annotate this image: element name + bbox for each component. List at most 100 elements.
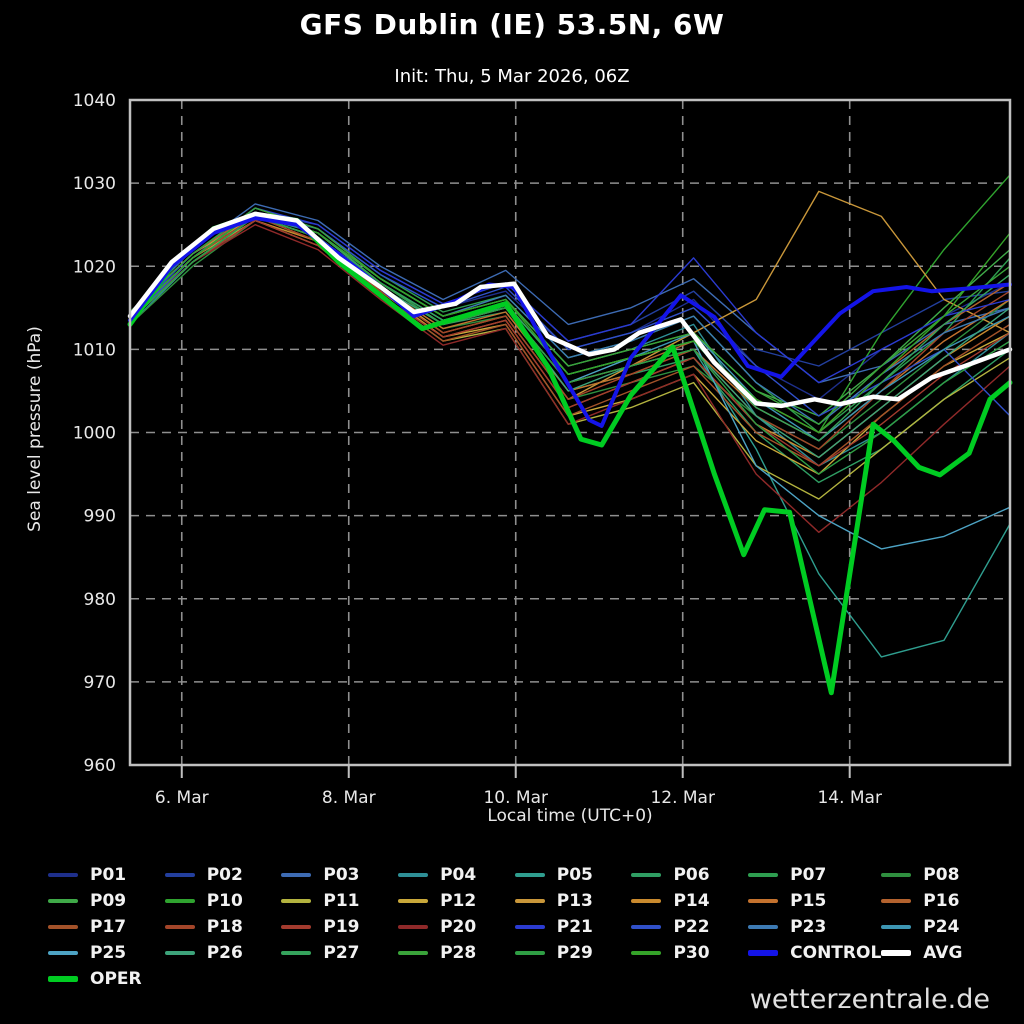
y-tick-label: 1000 [73,424,116,444]
legend-label: P06 [673,865,710,885]
legend-label: P07 [790,865,827,885]
legend-label: P01 [90,865,127,885]
legend-swatch-p14 [631,899,662,903]
legend-label: P14 [673,891,710,911]
series-oper [127,212,1013,696]
legend-item-p22: P22 [631,917,748,937]
legend-item-p11: P11 [281,891,398,911]
legend-label: P03 [323,865,360,885]
legend-swatch-p19 [281,925,312,929]
legend-item-p04: P04 [398,865,515,885]
legend-label: P22 [673,917,710,937]
legend-item-avg: AVG [881,943,998,963]
y-tick-label: 990 [84,507,116,527]
legend-label: P28 [440,943,477,963]
legend-label: P30 [673,943,710,963]
legend-swatch-p25 [48,951,78,955]
x-tick-label: 14. Mar [817,788,882,808]
legend-label: P27 [323,943,360,963]
legend-swatch-p12 [398,899,429,903]
x-tick-label: 10. Mar [483,788,548,808]
legend-item-p20: P20 [398,917,515,937]
series-p21 [129,207,1011,384]
x-tick-label: 8. Mar [322,788,376,808]
legend-label: P24 [923,917,960,937]
y-tick-label: 1020 [73,257,116,277]
legend-item-p13: P13 [514,891,632,911]
legend-item-p27: P27 [281,943,398,963]
legend-swatch-p16 [881,899,912,903]
legend-item-p01: P01 [48,865,165,885]
legend-item-p29: P29 [514,943,632,963]
legend-label: P02 [206,865,243,885]
legend-label: P15 [790,891,827,911]
legend-label: P19 [323,917,360,937]
legend-item-p26: P26 [164,943,282,963]
legend-item-p18: P18 [164,917,282,937]
y-tick-label: 960 [84,756,116,776]
legend-swatch-p30 [631,951,662,955]
legend-item-p30: P30 [631,943,748,963]
legend-label: P04 [440,865,477,885]
legend-item-p25: P25 [48,943,165,963]
legend-label: P13 [556,891,593,911]
legend-item-control: CONTROL [748,943,881,963]
legend-swatch-p04 [398,873,429,877]
legend-swatch-p05 [514,873,545,877]
legend-item-p15: P15 [748,891,881,911]
series-p18 [129,215,1011,450]
legend-label: P11 [323,891,360,911]
legend-swatch-control [748,950,779,956]
y-tick-label: 970 [84,673,116,693]
series-avg [127,211,1013,409]
legend-swatch-p13 [514,899,545,903]
legend-item-p07: P07 [748,865,881,885]
legend-swatch-p26 [164,951,195,955]
legend-item-p12: P12 [398,891,515,911]
y-axis-title: Sea level pressure (hPa) [25,326,45,532]
legend-swatch-p09 [48,899,78,903]
legend-label: AVG [923,943,963,963]
legend-swatch-p07 [748,873,779,877]
legend-label: P20 [440,917,477,937]
legend-label: P25 [90,943,127,963]
legend-swatch-p24 [881,925,912,929]
legend-label: P05 [556,865,593,885]
legend-swatch-p21 [514,925,545,929]
legend-item-p05: P05 [514,865,632,885]
x-axis-title: Local time (UTC+0) [487,806,653,826]
legend-item-p09: P09 [48,891,165,911]
legend-item-p14: P14 [631,891,748,911]
pressure-chart: 6. Mar 8. Mar 10. Mar 12. Mar 14. Mar 960 970 9… [73,91,1013,808]
legend-item-p24: P24 [881,917,998,937]
legend-label: P21 [556,917,593,937]
legend-label: P17 [90,917,127,937]
legend-swatch-p08 [881,873,912,877]
legend-swatch-p20 [398,925,429,929]
legend-item-p17: P17 [48,917,165,937]
legend-label: P23 [790,917,827,937]
legend-swatch-p02 [164,873,195,877]
y-tick-label: 1030 [73,174,116,194]
legend-label: P16 [923,891,960,911]
series-p23 [129,211,1011,425]
series-p03 [129,203,1011,384]
legend-swatch-p10 [164,899,195,903]
y-tick-label: 1040 [73,91,116,111]
legend-item-p23: P23 [748,917,881,937]
series-p25 [129,211,1011,550]
legend-swatch-p01 [48,873,78,877]
legend-label: P26 [206,943,243,963]
x-tick-label: 12. Mar [650,788,715,808]
legend-swatch-avg [881,950,912,956]
series-p11 [129,219,1011,500]
legend-swatch-p22 [631,925,662,929]
legend-swatch-p11 [281,899,312,903]
legend-label: P09 [90,891,127,911]
legend-swatch-p27 [281,951,312,955]
series-p01 [129,207,1011,400]
legend-item-p03: P03 [281,865,398,885]
watermark: wetterzentrale.de [749,984,990,1015]
legend-swatch-p29 [514,951,545,955]
legend-label: P12 [440,891,477,911]
